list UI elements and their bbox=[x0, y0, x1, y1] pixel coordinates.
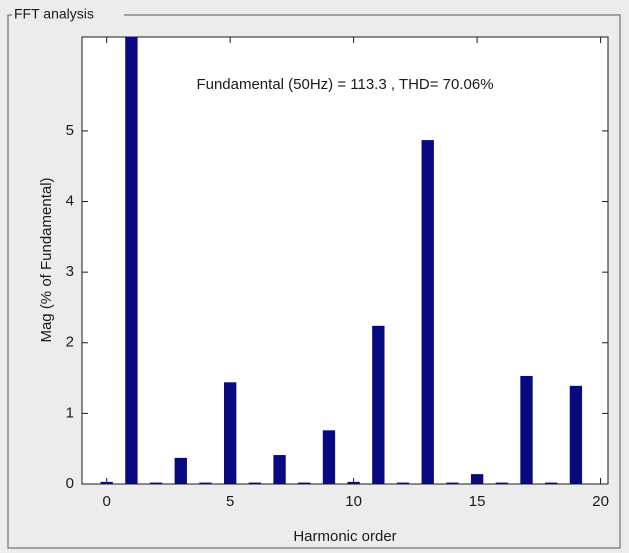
x-tick-label: 0 bbox=[103, 493, 111, 510]
bar bbox=[223, 382, 237, 484]
panel-frame bbox=[7, 14, 621, 549]
panel-title: FFT analysis bbox=[14, 6, 94, 22]
bar bbox=[248, 482, 262, 484]
x-tick-label: 10 bbox=[345, 493, 362, 510]
y-tick-label: 4 bbox=[66, 193, 74, 210]
y-tick-label: 2 bbox=[66, 334, 74, 351]
bar bbox=[322, 430, 336, 484]
y-tick-label: 1 bbox=[66, 404, 74, 421]
bars bbox=[100, 37, 583, 484]
bar bbox=[545, 482, 558, 484]
bar bbox=[446, 482, 459, 484]
bar bbox=[174, 457, 187, 484]
bar bbox=[421, 140, 434, 484]
bar bbox=[372, 325, 385, 484]
y-tick-label: 5 bbox=[66, 122, 74, 139]
bar bbox=[569, 385, 583, 484]
x-tick-label: 5 bbox=[226, 493, 234, 510]
bar bbox=[298, 482, 311, 484]
bar bbox=[495, 482, 508, 484]
x-tick-label: 15 bbox=[469, 493, 486, 510]
panel-title-bg bbox=[12, 6, 124, 24]
x-axis-label: Harmonic order bbox=[293, 528, 396, 545]
bar bbox=[199, 482, 212, 484]
y-axis-label: Mag (% of Fundamental) bbox=[38, 177, 55, 342]
y-tick-label: 3 bbox=[66, 263, 74, 280]
bar bbox=[520, 375, 533, 484]
bar bbox=[149, 482, 163, 484]
bar bbox=[125, 37, 138, 484]
bar bbox=[273, 455, 286, 484]
x-tick-label: 20 bbox=[592, 493, 609, 510]
y-tick-label: 0 bbox=[66, 475, 74, 492]
bar bbox=[396, 482, 410, 484]
chart-title: Fundamental (50Hz) = 113.3 , THD= 70.06% bbox=[196, 76, 493, 93]
